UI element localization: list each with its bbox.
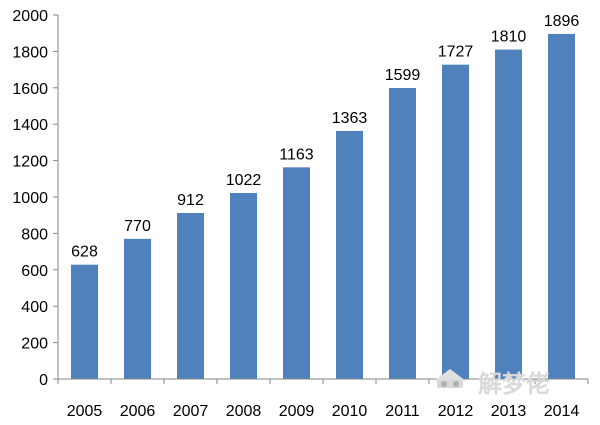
bar (389, 87, 416, 380)
bar (548, 33, 575, 379)
x-tick-label: 2011 (385, 403, 420, 420)
watermark-text: 解梦佬 (478, 370, 550, 398)
x-tick-label: 2008 (226, 403, 262, 420)
bar (495, 49, 522, 380)
data-label: 1599 (385, 67, 421, 84)
y-tick-label: 2000 (12, 8, 48, 25)
y-tick-label: 400 (21, 299, 48, 316)
data-label: 1163 (279, 146, 314, 163)
y-tick-label: 200 (21, 336, 48, 353)
y-tick-label: 0 (39, 372, 48, 389)
y-axis: 0 200 400 600 800 1000 1200 1400 1600 1800 2000 (12, 8, 59, 389)
bar (336, 130, 363, 379)
x-tick-label: 2006 (120, 403, 156, 420)
y-tick-label: 800 (21, 226, 48, 243)
bar (71, 264, 98, 379)
bar (442, 64, 469, 379)
bar (230, 192, 257, 379)
y-tick-label: 600 (21, 263, 48, 280)
x-tick-label: 2012 (438, 403, 474, 420)
bar (177, 213, 204, 379)
bar (283, 167, 310, 379)
x-tick-label: 2005 (67, 403, 103, 420)
data-label: 1022 (226, 172, 262, 189)
x-tick-label: 2007 (173, 403, 209, 420)
y-tick-label: 1200 (12, 154, 48, 171)
x-axis: 2005 2006 2007 2008 2009 2010 2011 2012 2013 2014 (57, 378, 589, 420)
watermark: 解梦佬 (434, 369, 550, 398)
data-label: 912 (177, 192, 204, 209)
data-label: 1727 (438, 44, 474, 61)
y-tick-label: 1400 (12, 117, 48, 134)
data-label: 1363 (332, 110, 368, 127)
y-tick-label: 1600 (12, 81, 48, 98)
x-tick-label: 2009 (279, 403, 315, 420)
bar (124, 238, 151, 379)
x-tick-label: 2013 (491, 403, 527, 420)
y-tick-label: 1800 (12, 44, 48, 61)
x-tick-label: 2014 (544, 403, 580, 420)
y-tick-label: 1000 (12, 190, 48, 207)
bars (71, 33, 575, 380)
fortune-teller-logo-icon (434, 369, 466, 388)
data-labels: 628 770 912 1022 1163 1363 1599 1727 1810 1896 (71, 13, 579, 261)
data-label: 770 (124, 218, 151, 235)
data-label: 1896 (544, 13, 580, 30)
x-tick-label: 2010 (332, 403, 368, 420)
data-label: 1810 (491, 29, 527, 46)
data-label: 628 (71, 244, 98, 261)
